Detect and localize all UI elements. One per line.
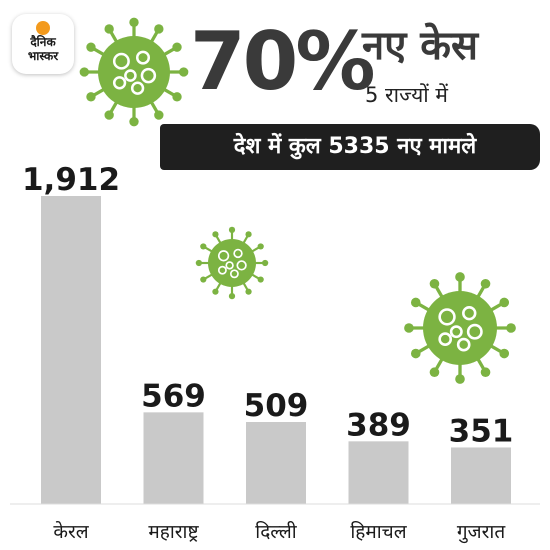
category-label-4: गुजरात [457, 521, 506, 544]
brand-name-line2: भास्कर [27, 49, 59, 63]
category-label-0: केरल [53, 520, 89, 543]
category-label-2: दिल्ली [255, 520, 297, 543]
value-label-2: 509 [244, 388, 309, 424]
summary-banner [160, 124, 540, 170]
headline-title: नए केस [362, 23, 479, 69]
category-label-3: हिमाचल [350, 520, 407, 543]
category-label-1: महाराष्ट्र [148, 521, 199, 543]
summary-banner-text: देश में कुल 5335 नए मामले [233, 134, 477, 159]
headline-percent: 70% [190, 15, 375, 108]
bar-2 [246, 422, 306, 504]
virus-icon-large-top [79, 17, 189, 127]
value-label-0: 1,912 [22, 162, 120, 198]
bars-group: 1,912 केरल 569 महाराष्ट्र 509 दिल्ली 389 हिमाचल… [22, 162, 513, 544]
virus-icon-large-right [404, 272, 516, 384]
value-label-1: 569 [141, 378, 206, 414]
bar-3 [348, 441, 409, 504]
value-label-4: 351 [449, 413, 514, 449]
brand-name-line1: दैनिक [30, 35, 56, 49]
headline-subtitle: 5 राज्यों में [365, 83, 448, 107]
sun-icon [36, 21, 50, 35]
virus-icon-small-mid [195, 226, 269, 300]
brand-logo: दैनिक भास्कर [12, 14, 74, 74]
bar-1 [143, 412, 204, 504]
value-label-3: 389 [346, 407, 411, 443]
bar-0 [41, 196, 101, 504]
virus-decorations [79, 17, 516, 384]
bar-4 [451, 447, 511, 504]
